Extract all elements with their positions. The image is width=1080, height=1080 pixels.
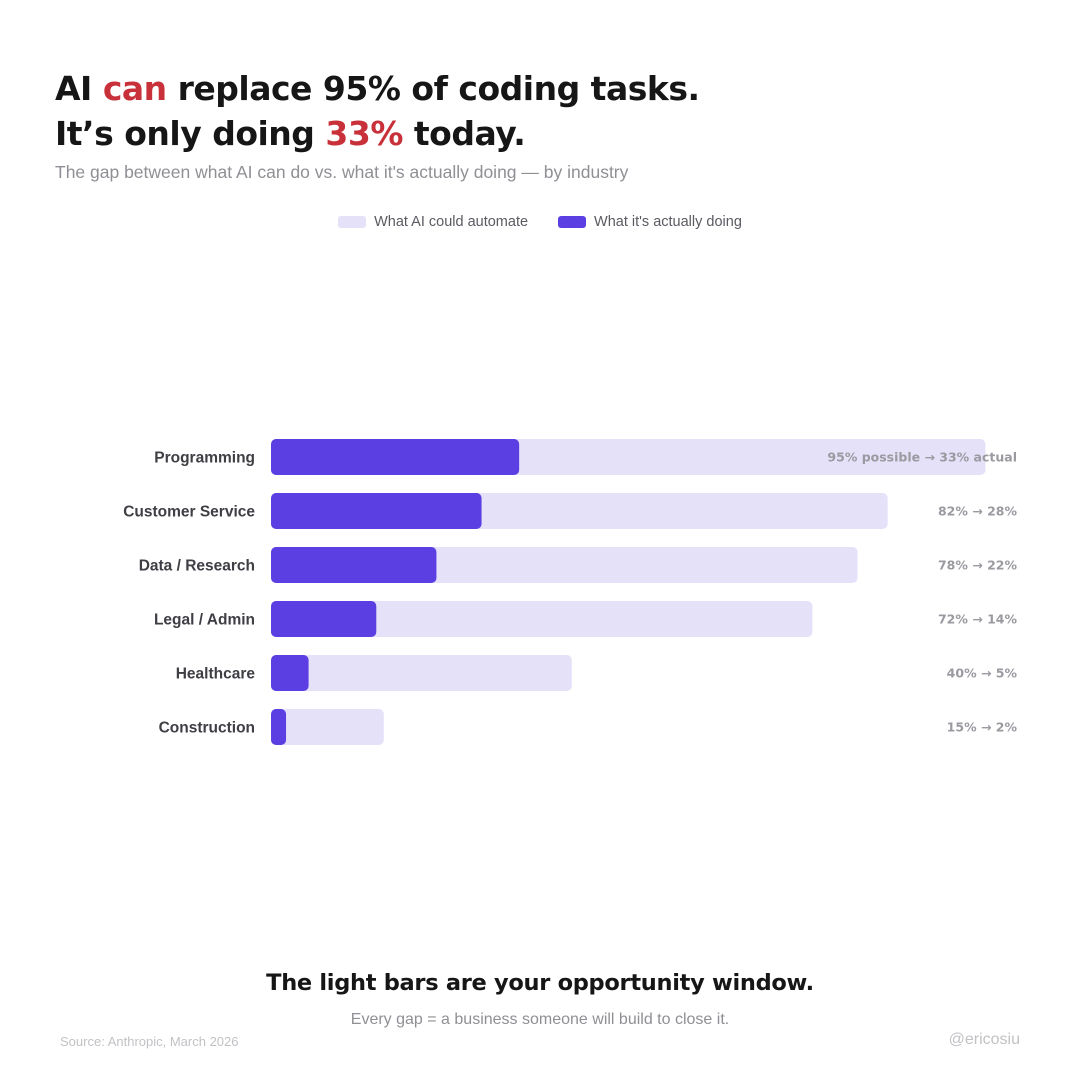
chart-title: AI can replace 95% of coding tasks. It’s… [55, 66, 1035, 156]
bar-actual-data-research [271, 547, 437, 583]
title-line-1-segment: AI [55, 69, 103, 108]
category-label-customer-service: Customer Service [123, 504, 255, 521]
author-handle: @ericosiu [948, 1031, 1020, 1048]
value-label-healthcare: 40% → 5% [947, 666, 1018, 681]
title-line-1-segment: replace 95% of coding tasks. [166, 69, 700, 108]
source-note: Source: Anthropic, March 2026 [60, 1034, 239, 1049]
footer-headline: The light bars are your opportunity wind… [266, 970, 814, 996]
category-label-legal-admin: Legal / Admin [154, 612, 255, 629]
value-label-customer-service: 82% → 28% [938, 504, 1017, 519]
title-line-2-segment: It’s only doing [55, 114, 326, 153]
category-label-construction: Construction [159, 720, 255, 737]
title-line-2-segment-accent: 33% [325, 114, 403, 153]
legend-item-potential: What AI could automate [338, 214, 528, 230]
title-line-2: It’s only doing 33% today. [55, 111, 1035, 156]
bar-actual-legal-admin [271, 601, 377, 637]
legend-item-actual: What it's actually doing [558, 214, 742, 230]
category-label-healthcare: Healthcare [176, 666, 256, 683]
value-label-data-research: 78% → 22% [938, 558, 1017, 573]
title-line-2-segment: today. [402, 114, 526, 153]
title-line-1-segment-accent: can [102, 69, 167, 108]
footer-subline: Every gap = a business someone will buil… [350, 1011, 730, 1028]
legend-swatch-actual [558, 216, 587, 228]
bar-actual-construction [271, 709, 287, 745]
chart-subtitle: The gap between what AI can do vs. what … [55, 162, 629, 182]
bar-actual-programming [271, 439, 520, 475]
value-label-legal-admin: 72% → 14% [938, 612, 1017, 627]
legend-label-actual: What it's actually doing [594, 214, 742, 230]
legend-swatch-potential [338, 216, 367, 228]
legend-label-potential: What AI could automate [374, 214, 529, 230]
chart-legend: What AI could automate What it's actuall… [0, 214, 1080, 230]
value-label-programming: 95% possible → 33% actual [827, 450, 1017, 465]
bar-actual-healthcare [271, 655, 309, 691]
value-label-construction: 15% → 2% [947, 720, 1018, 735]
bar-potential-healthcare [271, 655, 572, 691]
bar-potential-legal-admin [271, 601, 813, 637]
category-label-data-research: Data / Research [139, 558, 255, 575]
bar-actual-customer-service [271, 493, 482, 529]
bar-potential-construction [271, 709, 384, 745]
category-label-programming: Programming [154, 450, 255, 467]
title-line-1: AI can replace 95% of coding tasks. [55, 66, 1035, 111]
